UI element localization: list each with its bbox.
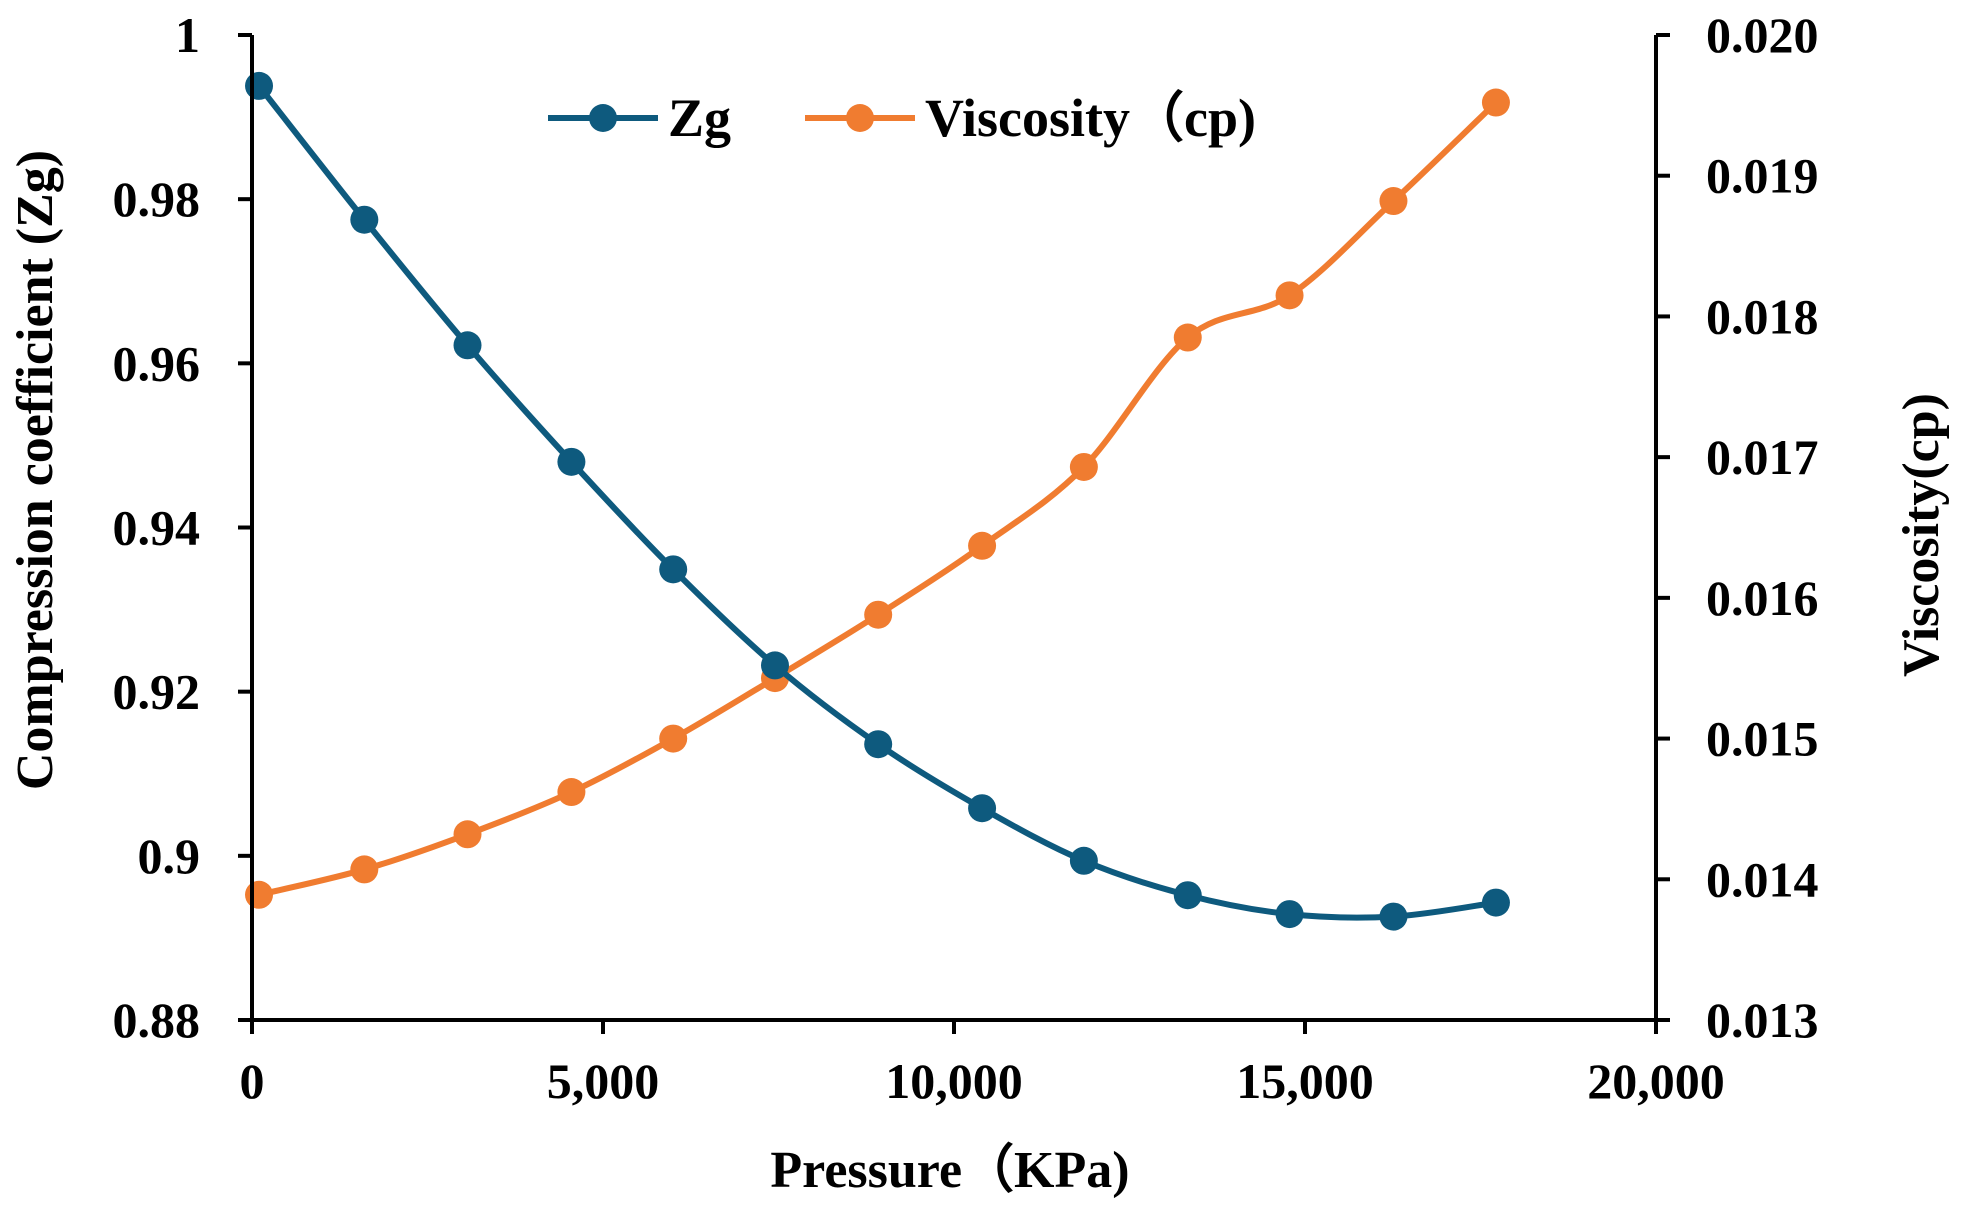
series-zg-point bbox=[350, 205, 379, 234]
x-axis-title: Pressure（KPa) bbox=[770, 1141, 1129, 1199]
series-zg-point bbox=[453, 331, 482, 360]
axis-layer: 0 5,000 10,000 15,000 20,000 0.88 0.9 0.92 0.94 0… bbox=[113, 7, 1819, 1109]
series-zg-point bbox=[1275, 900, 1304, 929]
y-right-tick-label: 0.016 bbox=[1706, 570, 1819, 626]
series-viscosity-point bbox=[659, 724, 688, 753]
series-viscosity-point bbox=[245, 880, 274, 909]
series-zg-line bbox=[256, 84, 1497, 921]
series-zg-point bbox=[557, 447, 586, 476]
y-left-tick-label: 0.98 bbox=[113, 171, 201, 227]
x-tick-label: 15,000 bbox=[1236, 1053, 1374, 1109]
series-zg-point bbox=[968, 794, 997, 823]
series-viscosity-point bbox=[1379, 187, 1408, 216]
y-left-tick-label: 0.94 bbox=[113, 500, 201, 556]
y-left-tick-label: 1 bbox=[175, 7, 200, 63]
series-viscosity-line bbox=[258, 100, 1499, 898]
legend-zg-marker bbox=[589, 104, 617, 132]
series-viscosity-point bbox=[968, 531, 997, 560]
x-tick-label: 5,000 bbox=[547, 1053, 660, 1109]
y-right-tick-label: 0.018 bbox=[1706, 288, 1819, 344]
series-viscosity-point bbox=[864, 600, 893, 629]
series-zg-point bbox=[864, 730, 893, 759]
series-viscosity-point bbox=[1069, 452, 1098, 481]
series-zg-point bbox=[1173, 881, 1202, 910]
y-left-tick-label: 0.96 bbox=[113, 335, 201, 391]
y-right-tick-label: 0.015 bbox=[1706, 711, 1819, 767]
series-viscosity-point bbox=[1481, 88, 1510, 117]
series-viscosity-point bbox=[453, 820, 482, 849]
series-zg-point bbox=[760, 651, 789, 680]
series-zg-point bbox=[659, 555, 688, 584]
y-right-tick-label: 0.014 bbox=[1706, 851, 1819, 907]
legend-zg-label: Zg bbox=[668, 88, 731, 148]
series-zg-point bbox=[245, 71, 274, 100]
legend-viscosity-marker bbox=[846, 104, 874, 132]
y-right-tick-label: 0.017 bbox=[1706, 429, 1819, 485]
series-zg-point bbox=[1481, 888, 1510, 917]
legend: Zg Viscosity（cp) bbox=[548, 88, 1256, 148]
series-viscosity-point bbox=[557, 778, 586, 807]
y-right-tick-label: 0.013 bbox=[1706, 992, 1819, 1048]
y-left-tick-label: 0.92 bbox=[113, 664, 201, 720]
y-right-tick-label: 0.019 bbox=[1706, 148, 1819, 204]
x-tick-label: 0 bbox=[240, 1053, 265, 1109]
y-right-tick-label: 0.020 bbox=[1706, 7, 1819, 63]
x-tick-label: 10,000 bbox=[885, 1053, 1023, 1109]
x-tick-label: 20,000 bbox=[1587, 1053, 1725, 1109]
series-viscosity-point bbox=[1275, 281, 1304, 310]
series-zg-point bbox=[1069, 846, 1098, 875]
series-zg-point bbox=[1379, 902, 1408, 931]
y-axis-right-title: Viscosity(cp) bbox=[1893, 393, 1950, 677]
series-viscosity-point bbox=[1173, 323, 1202, 352]
y-left-tick-label: 0.9 bbox=[138, 828, 201, 884]
legend-viscosity-label: Viscosity（cp) bbox=[925, 88, 1256, 148]
y-left-tick-label: 0.88 bbox=[113, 992, 201, 1048]
series-viscosity-point bbox=[350, 855, 379, 884]
series-layer bbox=[245, 71, 1510, 931]
y-axis-left-title: Compression coefficient (Zg) bbox=[7, 150, 64, 790]
